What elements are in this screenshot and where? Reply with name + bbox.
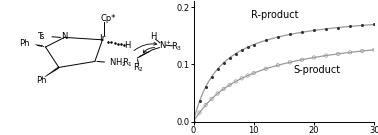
Point <box>191 120 197 123</box>
Point <box>323 55 329 57</box>
Point <box>209 98 215 100</box>
Point <box>347 51 353 53</box>
Text: S-product: S-product <box>293 65 340 75</box>
Point <box>275 64 281 66</box>
Text: N: N <box>159 41 166 50</box>
Point <box>215 68 221 70</box>
Point <box>245 46 251 48</box>
Point <box>197 111 203 114</box>
Point <box>287 33 293 36</box>
Text: R-product: R-product <box>251 9 298 20</box>
Text: NH$_2$: NH$_2$ <box>109 56 127 69</box>
Point <box>245 75 251 77</box>
Point <box>263 39 269 41</box>
Text: H: H <box>124 41 130 50</box>
Point <box>197 100 203 102</box>
Point <box>359 24 365 26</box>
Polygon shape <box>45 66 59 77</box>
Text: N: N <box>61 32 68 41</box>
Point <box>371 49 377 51</box>
FancyArrowPatch shape <box>134 42 156 51</box>
Text: Ph: Ph <box>37 76 47 85</box>
Text: +: + <box>165 40 170 45</box>
Point <box>335 26 341 29</box>
Text: R$_3$: R$_3$ <box>171 40 182 53</box>
Point <box>191 120 197 123</box>
Text: R$_1$: R$_1$ <box>122 56 133 69</box>
Point <box>287 61 293 63</box>
Point <box>359 50 365 52</box>
Point <box>215 92 221 95</box>
Text: R$_2$: R$_2$ <box>133 61 144 74</box>
Point <box>275 36 281 38</box>
Point <box>203 86 209 88</box>
Point <box>209 76 215 78</box>
Text: Ir: Ir <box>99 34 105 43</box>
Point <box>335 53 341 55</box>
Point <box>311 29 317 31</box>
Point <box>221 88 227 90</box>
Point <box>203 104 209 106</box>
Point <box>227 57 233 59</box>
Point <box>263 68 269 70</box>
Point <box>347 25 353 28</box>
Text: Ts: Ts <box>38 32 45 41</box>
Point <box>227 84 233 86</box>
Point <box>239 77 245 79</box>
Point <box>311 56 317 59</box>
Point <box>323 28 329 30</box>
Text: Ph: Ph <box>19 39 30 48</box>
Text: Cp*: Cp* <box>101 14 116 23</box>
Point <box>239 49 245 51</box>
Point <box>232 80 239 82</box>
Point <box>299 31 305 33</box>
Point <box>221 62 227 64</box>
Point <box>299 59 305 61</box>
Point <box>251 43 257 46</box>
Point <box>232 53 239 55</box>
FancyArrowPatch shape <box>143 48 155 53</box>
Text: H: H <box>150 32 157 41</box>
Point <box>371 23 377 26</box>
Point <box>251 72 257 74</box>
